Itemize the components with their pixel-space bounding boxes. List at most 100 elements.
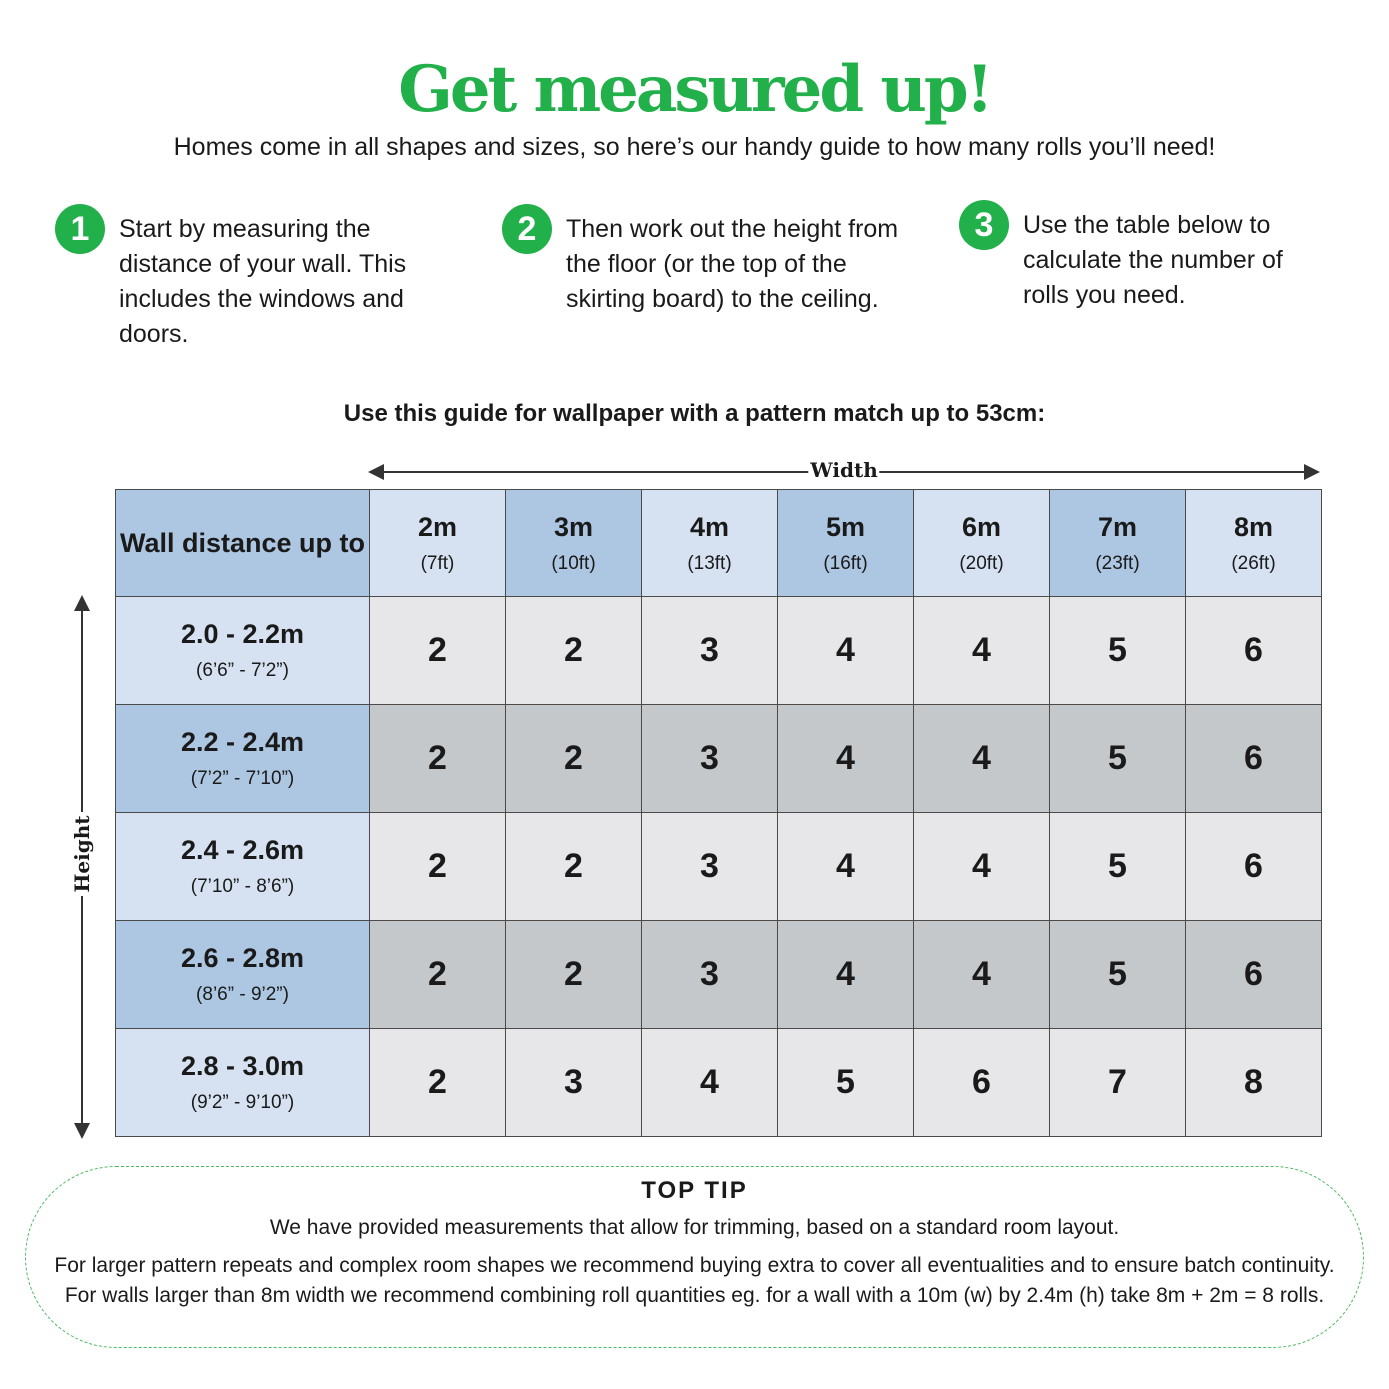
step-text: Start by measuring the distance of your … [119,215,407,348]
step-2: 2 Then work out the height from the floo… [502,204,902,317]
rolls-cell: 8 [1185,1028,1322,1137]
row-feet: (7’2” - 7’10”) [190,768,295,789]
step-1: 1 Start by measuring the distance of you… [55,204,455,352]
row-feet: (9’2” - 9’10”) [190,1092,295,1113]
rolls-cell: 2 [369,596,506,705]
rolls-cell: 2 [505,920,642,1029]
column-metres: 6m [961,511,1002,542]
top-tip-box: TOP TIP We have provided measurements th… [25,1166,1364,1348]
column-feet: (16ft) [823,552,868,574]
rolls-cell: 4 [777,812,914,921]
arrow-up-icon [74,595,90,611]
tip-title: TOP TIP [641,1177,748,1204]
page-title: Get measured up! [398,52,994,127]
row-header: 2.4 - 2.6m (7’10” - 8’6”) [115,812,370,921]
column-metres: 4m [689,511,730,542]
step-number-badge: 1 [55,204,105,254]
column-header-3m: 3m (10ft) [505,489,642,597]
rolls-cell: 2 [369,1028,506,1137]
rolls-cell: 3 [641,704,778,813]
column-header-4m: 4m (13ft) [641,489,778,597]
rolls-cell: 4 [777,704,914,813]
row-header: 2.6 - 2.8m (8’6” - 9’2”) [115,920,370,1029]
row-header: 2.2 - 2.4m (7’2” - 7’10”) [115,704,370,813]
rolls-cell: 3 [505,1028,642,1137]
row-feet: (8’6” - 9’2”) [196,984,289,1005]
header-row: Wall distance up to 2m (7ft) 3m (10ft) 4m (13… [115,489,1322,597]
column-feet: (7ft) [420,552,455,574]
height-label: Height [70,812,94,896]
rolls-cell: 2 [369,920,506,1029]
row-metres: 2.2 - 2.4m [180,727,305,757]
rolls-table: Wall distance up to 2m (7ft) 3m (10ft) 4m (13… [115,489,1322,1137]
rolls-cell: 6 [1185,920,1322,1029]
step-number-badge: 3 [959,200,1009,250]
column-metres: 5m [825,511,866,542]
column-feet: (20ft) [959,552,1004,574]
arrow-right-icon [1304,464,1320,480]
row-metres: 2.6 - 2.8m [180,943,305,973]
corner-header: Wall distance up to [115,489,370,597]
column-header-8m: 8m (26ft) [1185,489,1322,597]
tip-line-2: For larger pattern repeats and complex r… [54,1254,1335,1307]
rolls-cell: 4 [641,1028,778,1137]
row-metres: 2.4 - 2.6m [180,835,305,865]
column-header-5m: 5m (16ft) [777,489,914,597]
rolls-cell: 2 [505,596,642,705]
column-header-7m: 7m (23ft) [1049,489,1186,597]
rolls-cell: 4 [913,704,1050,813]
width-label: Width [808,458,880,482]
rolls-cell: 2 [505,704,642,813]
rolls-cell: 2 [505,812,642,921]
rolls-cell: 4 [913,920,1050,1029]
arrow-down-icon [74,1123,90,1139]
table-row: 2.2 - 2.4m (7’2” - 7’10”) 2 2 3 4 4 5 6 [115,704,1322,813]
arrow-left-icon [368,464,384,480]
rolls-cell: 5 [1049,596,1186,705]
column-feet: (10ft) [551,552,596,574]
column-metres: 3m [553,511,594,542]
rolls-cell: 4 [777,920,914,1029]
table-row: 2.0 - 2.2m (6’6” - 7’2”) 2 2 3 4 4 5 6 [115,596,1322,705]
row-header: 2.0 - 2.2m (6’6” - 7’2”) [115,596,370,705]
table-row: 2.4 - 2.6m (7’10” - 8’6”) 2 2 3 4 4 5 6 [115,812,1322,921]
step-text: Then work out the height from the floor … [566,215,899,313]
rolls-cell: 3 [641,812,778,921]
guide-heading: Use this guide for wallpaper with a patt… [343,400,1046,427]
rolls-cell: 7 [1049,1028,1186,1137]
rolls-cell: 5 [1049,812,1186,921]
subtitle: Homes come in all shapes and sizes, so h… [173,133,1216,161]
row-metres: 2.8 - 3.0m [180,1051,305,1081]
rolls-cell: 5 [777,1028,914,1137]
rolls-cell: 5 [1049,920,1186,1029]
rolls-cell: 4 [913,596,1050,705]
height-axis: Height [70,595,94,1139]
rolls-cell: 6 [913,1028,1050,1137]
rolls-cell: 6 [1185,596,1322,705]
rolls-cell: 3 [641,920,778,1029]
column-feet: (13ft) [687,552,732,574]
table-row: 2.8 - 3.0m (9’2” - 9’10”) 2 3 4 5 6 7 8 [115,1028,1322,1137]
column-metres: 8m [1233,511,1274,542]
column-metres: 7m [1097,511,1138,542]
rolls-cell: 2 [369,704,506,813]
row-header: 2.8 - 3.0m (9’2” - 9’10”) [115,1028,370,1137]
width-axis: Width [368,458,1320,482]
rolls-cell: 5 [1049,704,1186,813]
rolls-cell: 3 [641,596,778,705]
rolls-cell: 6 [1185,704,1322,813]
column-feet: (26ft) [1231,552,1276,574]
row-feet: (7’10” - 8’6”) [190,876,295,897]
row-metres: 2.0 - 2.2m [180,619,305,649]
column-metres: 2m [417,511,458,542]
column-feet: (23ft) [1095,552,1140,574]
row-feet: (6’6” - 7’2”) [196,660,289,681]
step-text: Use the table below to calculate the num… [1023,211,1283,309]
rolls-cell: 2 [369,812,506,921]
tip-line-1: We have provided measurements that allow… [269,1216,1120,1239]
column-header-2m: 2m (7ft) [369,489,506,597]
table-row: 2.6 - 2.8m (8’6” - 9’2”) 2 2 3 4 4 5 6 [115,920,1322,1029]
rolls-cell: 4 [777,596,914,705]
column-header-6m: 6m (20ft) [913,489,1050,597]
rolls-cell: 6 [1185,812,1322,921]
